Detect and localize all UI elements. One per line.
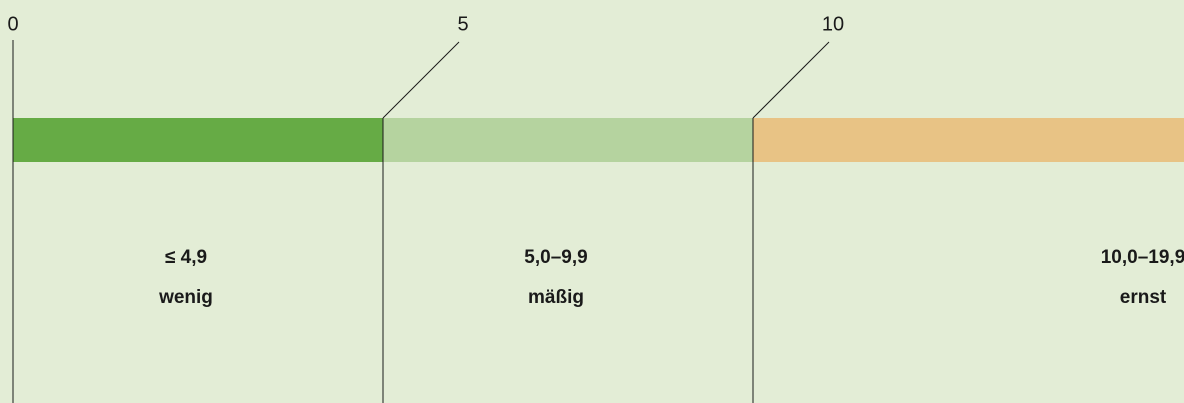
leader-line <box>752 41 830 119</box>
segment-label: wenig <box>158 287 213 308</box>
tick-label: 10 <box>822 13 844 35</box>
tick-label: 5 <box>457 13 468 35</box>
leader-line <box>382 41 460 119</box>
scale-segment <box>753 118 1184 162</box>
segment-range: ≤ 4,9 <box>165 247 207 268</box>
segment-range: 5,0–9,9 <box>524 247 587 268</box>
scale-segment <box>383 118 753 162</box>
segment-range: 10,0–19,9 <box>1101 247 1184 268</box>
scale-segment <box>13 118 383 162</box>
segment-label: ernst <box>1120 287 1167 308</box>
segment-label: mäßig <box>528 287 584 308</box>
tick-label: 0 <box>7 13 18 35</box>
